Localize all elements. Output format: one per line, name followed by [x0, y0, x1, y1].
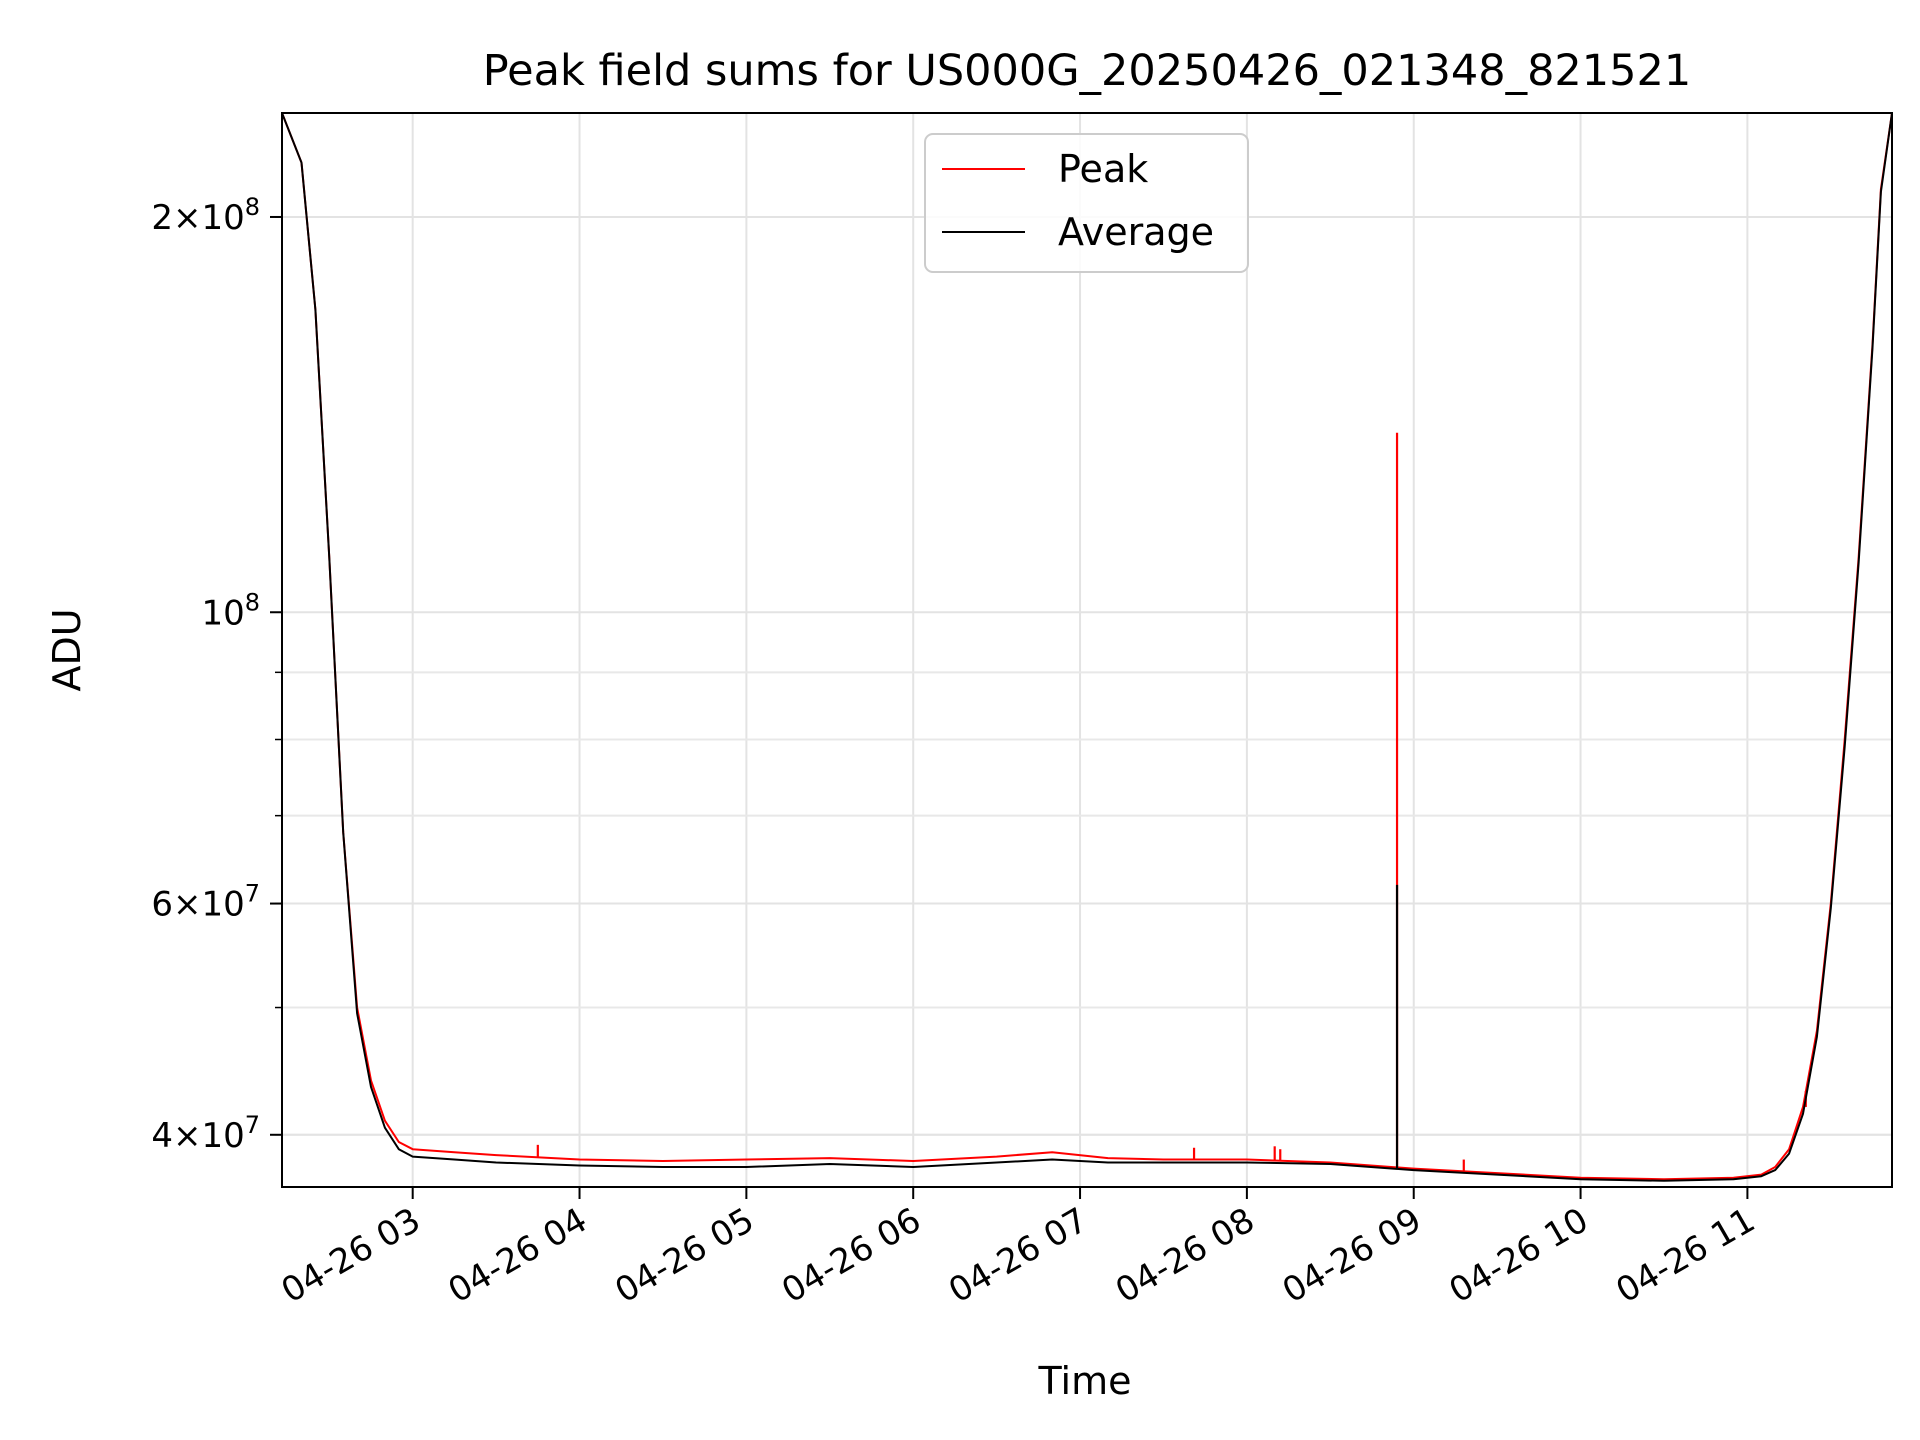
- y-tick-label: 2×108: [151, 193, 260, 238]
- series-line-peak: [282, 113, 1892, 1181]
- y-tick-label: 108: [201, 588, 260, 633]
- series-line-average: [282, 113, 1892, 1182]
- chart-title: Peak field sums for US000G_20250426_0213…: [483, 46, 1691, 96]
- x-axis-label: Time: [1038, 1359, 1132, 1403]
- plot-frame: [281, 112, 1893, 1188]
- y-tick-label: 6×107: [151, 880, 260, 925]
- y-tick-label: 4×107: [151, 1111, 260, 1156]
- grid: [282, 113, 1892, 1187]
- y-axis: 4×107 6×107 108 2×108: [151, 193, 282, 1156]
- series-layer: [282, 113, 1892, 1182]
- legend-peak-label: Peak: [1058, 147, 1148, 191]
- legend: Peak Average: [924, 133, 1249, 273]
- y-axis-label: ADU: [45, 608, 89, 691]
- legend-average-label: Average: [1058, 210, 1214, 254]
